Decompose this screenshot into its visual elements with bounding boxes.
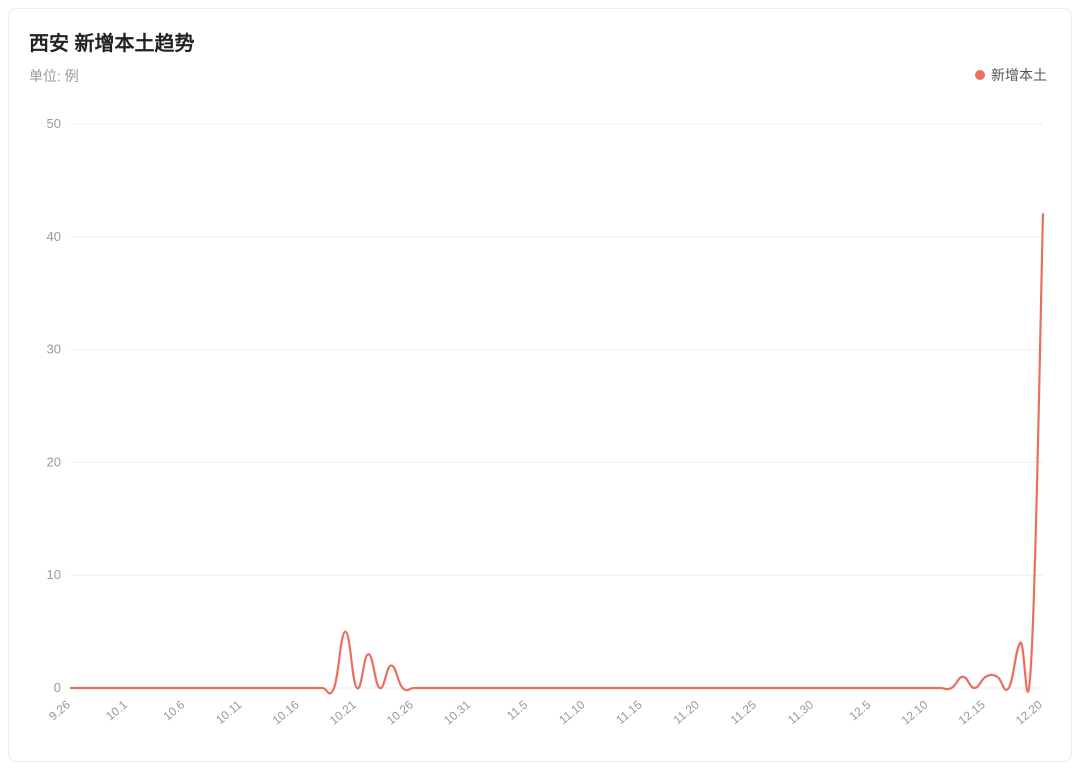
svg-text:11.15: 11.15: [613, 697, 645, 727]
svg-text:11.30: 11.30: [785, 697, 817, 727]
svg-text:9.26: 9.26: [46, 697, 73, 723]
svg-text:30: 30: [47, 342, 61, 357]
svg-text:12.5: 12.5: [847, 697, 874, 723]
svg-text:10: 10: [47, 567, 61, 582]
chart-plot-area: 0 10 20 30 40 50 9.26 10.1 10.6 10.11 10.16 10.21 10…: [29, 104, 1051, 744]
chart-subtitle: 单位: 例: [29, 66, 1051, 86]
svg-text:40: 40: [47, 229, 61, 244]
series-line: [71, 214, 1043, 693]
svg-text:20: 20: [47, 454, 61, 469]
svg-text:50: 50: [47, 116, 61, 131]
chart-title: 西安 新增本土趋势: [29, 27, 1051, 56]
chart-svg: 0 10 20 30 40 50 9.26 10.1 10.6 10.11 10.16 10.21 10…: [29, 104, 1053, 744]
svg-text:10.16: 10.16: [270, 697, 302, 727]
svg-text:11.20: 11.20: [671, 697, 703, 727]
svg-text:0: 0: [54, 680, 61, 695]
svg-text:10.6: 10.6: [160, 697, 187, 723]
svg-text:10.31: 10.31: [441, 697, 473, 727]
chart-card: 西安 新增本土趋势 单位: 例 新增本土 0 10 20 30 40 50 9.26 10.1…: [8, 8, 1072, 762]
legend: 新增本土: [975, 65, 1047, 85]
svg-text:11.10: 11.10: [556, 697, 588, 727]
svg-text:11.25: 11.25: [728, 697, 760, 727]
svg-text:12.20: 12.20: [1013, 697, 1045, 727]
svg-text:10.1: 10.1: [103, 697, 130, 723]
svg-text:10.21: 10.21: [327, 697, 359, 727]
svg-text:12.10: 12.10: [899, 697, 931, 727]
legend-label: 新增本土: [991, 65, 1047, 85]
svg-text:10.26: 10.26: [384, 697, 416, 727]
legend-dot-icon: [975, 70, 985, 80]
svg-text:10.11: 10.11: [213, 697, 245, 727]
svg-text:12.15: 12.15: [956, 697, 988, 727]
svg-text:11.5: 11.5: [504, 697, 530, 722]
